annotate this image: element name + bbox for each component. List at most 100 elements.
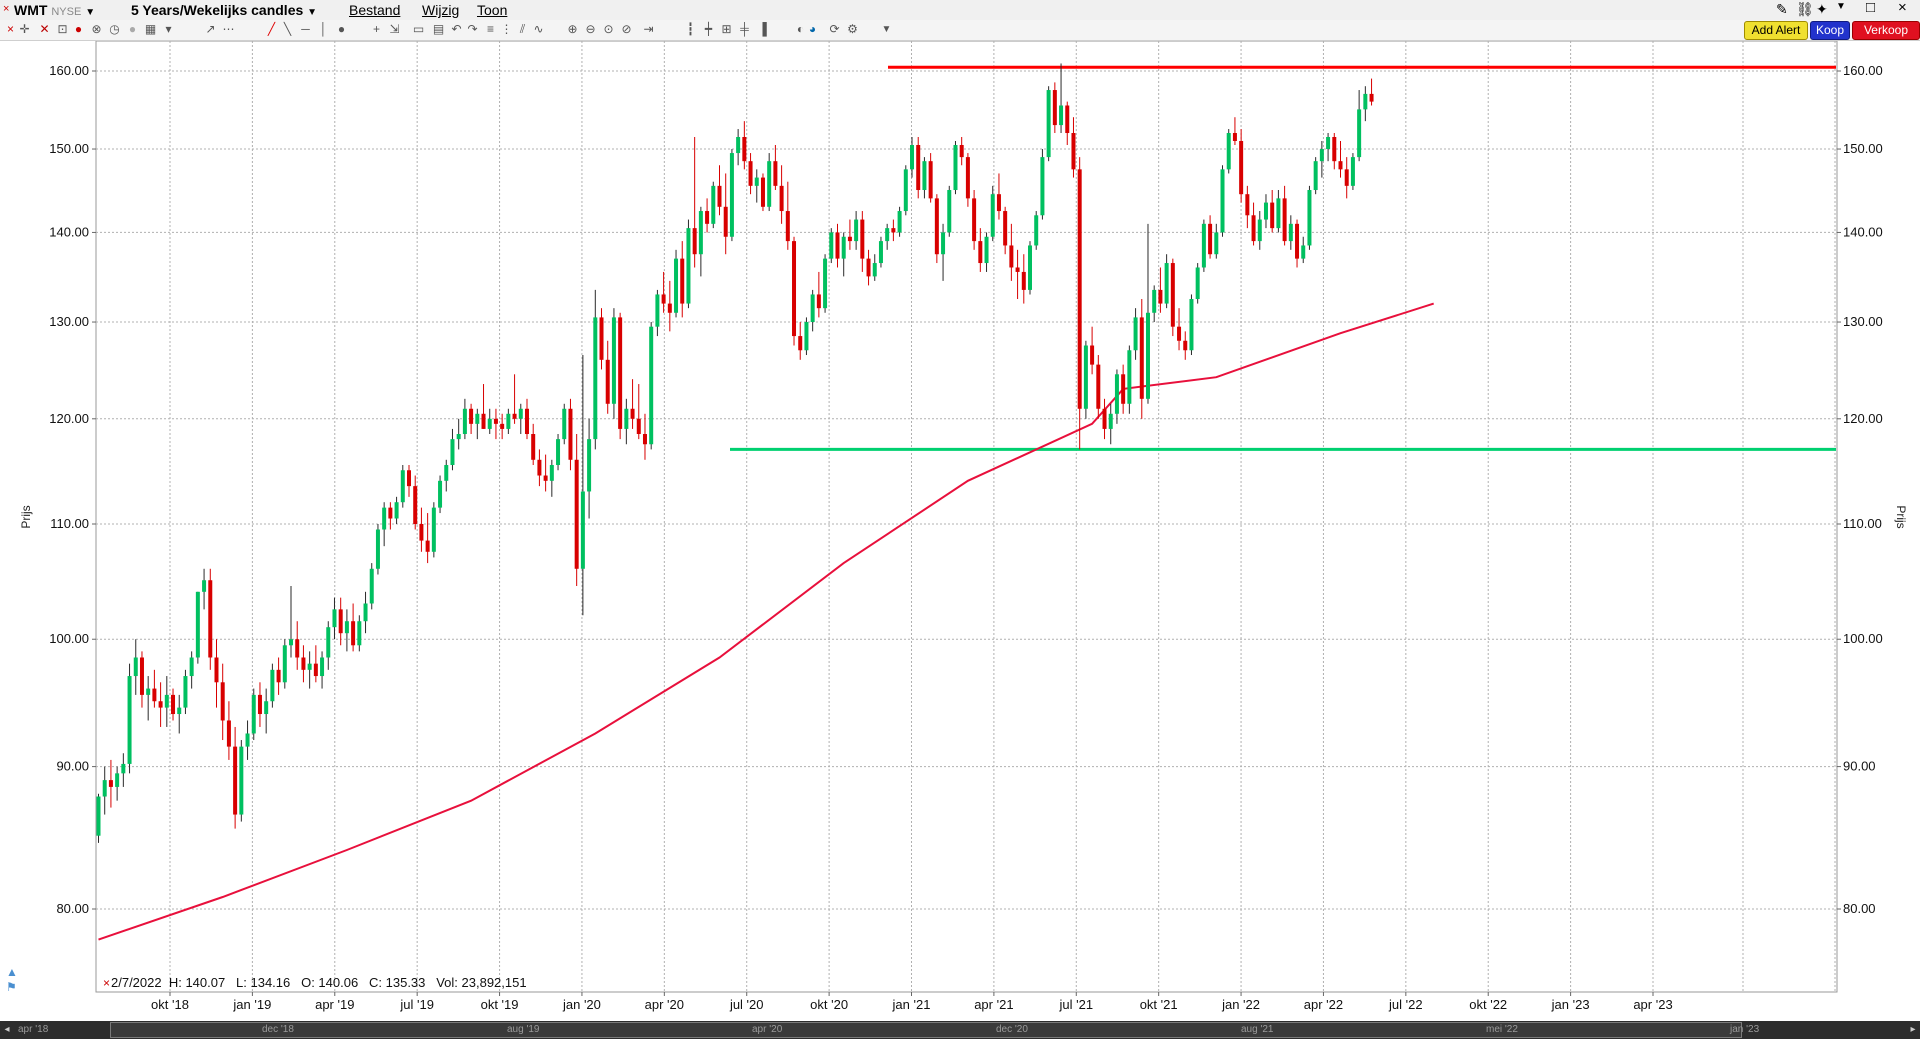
candle-body: [910, 145, 915, 170]
pencil-icon[interactable]: ╱: [267, 22, 276, 36]
zoom-reset-icon[interactable]: ⊘: [621, 22, 632, 36]
zoom-in-icon[interactable]: ⊕: [567, 22, 578, 36]
menu-wijzig[interactable]: Wijzig: [422, 2, 460, 18]
select-icon[interactable]: ⊡: [57, 22, 68, 36]
candle-body: [444, 465, 449, 481]
alert-settings-icon[interactable]: ⚑: [6, 980, 17, 994]
line-tool-icon[interactable]: ╲: [283, 22, 292, 36]
candle-body: [400, 470, 405, 503]
close-icon[interactable]: ×: [3, 3, 10, 15]
refresh-icon[interactable]: ⟳: [829, 22, 840, 36]
candle: [1369, 78, 1374, 106]
candle: [841, 232, 846, 277]
bar-type-icon[interactable]: ┿: [704, 22, 713, 36]
candle: [1201, 219, 1206, 272]
window-dropdown-icon[interactable]: ▼: [1836, 1, 1846, 12]
settings-icon[interactable]: ⚙: [847, 22, 858, 36]
link-icon[interactable]: ⛓: [1796, 1, 1814, 17]
candle-body: [239, 746, 244, 815]
hline-tool-icon[interactable]: ─: [301, 22, 310, 36]
candle-body: [841, 236, 846, 259]
menu-toon[interactable]: Toon: [477, 2, 508, 18]
sell-button[interactable]: Verkoop: [1852, 21, 1920, 40]
delete-icon[interactable]: ✕: [39, 22, 50, 36]
candle: [580, 355, 585, 616]
toolbar-more-icon[interactable]: ▼: [881, 24, 892, 35]
candle: [1096, 355, 1101, 419]
window-close-icon[interactable]: ×: [1898, 0, 1907, 16]
scroll-end-icon[interactable]: ⇥: [643, 22, 654, 36]
candle-body: [1059, 105, 1064, 126]
navigator-thumb[interactable]: [110, 1022, 1742, 1038]
symbol-label[interactable]: WMT: [14, 2, 48, 18]
clock-icon[interactable]: ◷: [109, 22, 120, 36]
navigator-label: mei '22: [1486, 1024, 1518, 1035]
candle: [667, 280, 672, 332]
buy-button[interactable]: Koop: [1810, 21, 1850, 40]
gann-tool-icon[interactable]: ⋮: [500, 22, 513, 36]
marker-tool-icon[interactable]: ●: [337, 22, 346, 36]
symbol-dropdown-icon[interactable]: ▼: [85, 7, 96, 18]
parallel-tool-icon[interactable]: ⇲: [389, 22, 400, 36]
zoom-fit-icon[interactable]: ⊙: [603, 22, 614, 36]
y-tick-label-right: 160.00: [1843, 63, 1883, 78]
candle-body: [233, 746, 238, 815]
candle-body: [1288, 223, 1293, 242]
menu-bestand[interactable]: Bestand: [349, 2, 401, 18]
circle-icon[interactable]: ●: [128, 22, 137, 36]
undo-icon[interactable]: ↶: [451, 22, 462, 36]
time-navigator[interactable]: ◂ apr '18 dec '18 aug '19 apr '20 dec '2…: [0, 1021, 1920, 1039]
candle-body: [338, 609, 343, 634]
navigator-left-arrow-icon[interactable]: ◂: [4, 1024, 10, 1035]
interval-icon[interactable]: ┇: [686, 22, 695, 36]
globe-icon[interactable]: ◕: [808, 22, 817, 36]
candle: [965, 153, 970, 207]
compare-icon[interactable]: ⊞: [721, 22, 732, 36]
candle-body: [326, 627, 331, 658]
rect-tool-icon[interactable]: ▭: [412, 22, 425, 36]
fib-tool-icon[interactable]: ≡: [486, 22, 494, 36]
redo-icon[interactable]: ↷: [467, 22, 478, 36]
eraser-icon[interactable]: ⊗: [91, 22, 102, 36]
candle-body: [1270, 202, 1275, 229]
candle: [649, 322, 654, 450]
info-close-icon[interactable]: ×: [103, 976, 110, 990]
cross-tool-icon[interactable]: +: [372, 22, 380, 36]
tools-icon[interactable]: ✎: [1776, 1, 1788, 17]
close-chart-icon[interactable]: ×: [6, 22, 14, 36]
vline-tool-icon[interactable]: │: [319, 22, 328, 36]
restore-icon[interactable]: □: [1866, 0, 1876, 16]
candle-body: [667, 303, 672, 313]
wave-tool-icon[interactable]: ∿: [533, 22, 544, 36]
candle-body: [189, 657, 194, 677]
add-alert-button[interactable]: Add Alert: [1744, 21, 1808, 40]
record-icon[interactable]: ●: [74, 22, 83, 36]
arrow-tool-icon[interactable]: ↗: [205, 22, 216, 36]
candle-body: [1214, 232, 1219, 255]
candle: [941, 223, 946, 281]
options-dropdown-icon[interactable]: ▾: [165, 22, 172, 36]
candle: [1270, 190, 1275, 233]
candle: [605, 340, 610, 414]
channel-tool-icon[interactable]: ▤: [432, 22, 445, 36]
chart-area[interactable]: 80.00 90.00 100.00 110.00 120.00 130.00 140.00…: [0, 40, 1920, 1021]
pin-icon[interactable]: ✦: [1816, 1, 1828, 17]
text-tool-icon[interactable]: ⋯: [222, 22, 235, 36]
cycle-icon[interactable]: ◐: [796, 22, 805, 36]
log-scale-icon[interactable]: ╪: [740, 22, 749, 36]
navigator-right-arrow-icon[interactable]: ▸: [1910, 1024, 1916, 1035]
fan-tool-icon[interactable]: ⫽: [519, 22, 526, 36]
alert-indicator-icon[interactable]: ▲: [6, 965, 18, 979]
candle-body: [543, 475, 548, 481]
price-chart[interactable]: 80.00 90.00 100.00 110.00 120.00 130.00 140.00…: [0, 40, 1920, 1021]
candle-body: [375, 529, 380, 569]
y-tick-label-left: 100.00: [49, 631, 89, 646]
candle-body: [674, 258, 679, 313]
timeframe-selector[interactable]: 5 Years/Wekelijks candles ▼: [131, 2, 317, 18]
volume-icon[interactable]: ▐: [758, 22, 767, 36]
crosshair-icon[interactable]: ✛: [19, 22, 30, 36]
candle: [506, 408, 511, 435]
zoom-out-icon[interactable]: ⊖: [585, 22, 596, 36]
template-icon[interactable]: ▦: [144, 22, 157, 36]
candle-body: [934, 198, 939, 255]
